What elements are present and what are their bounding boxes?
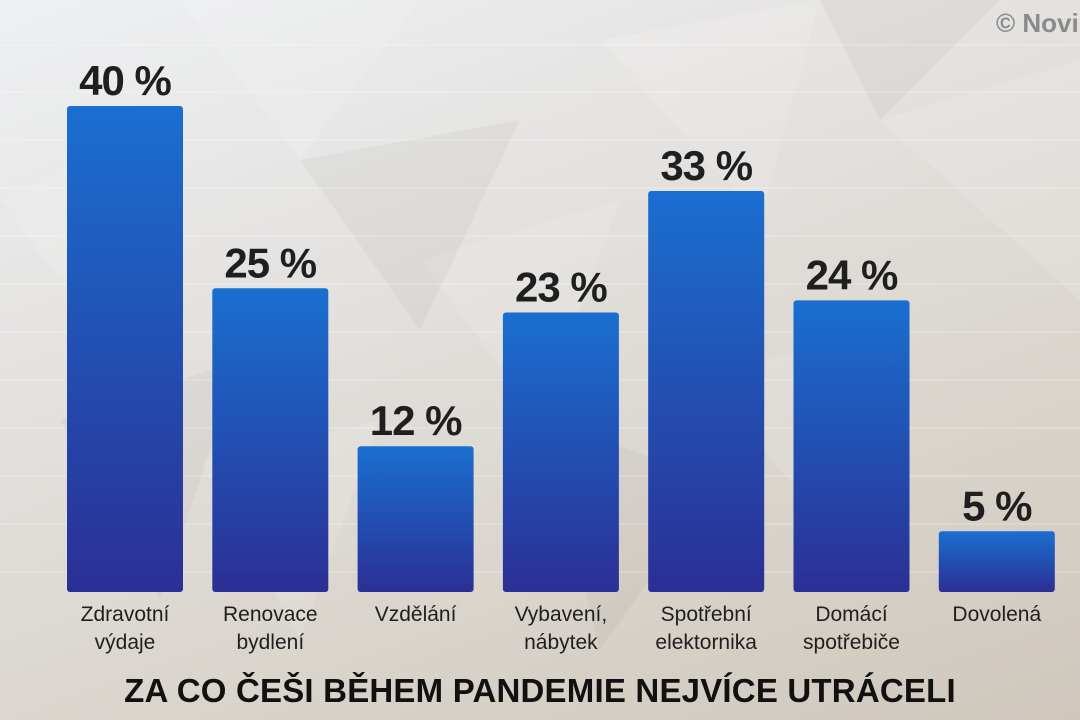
category-label-line: Dovolená <box>952 603 1041 626</box>
bar <box>938 531 1055 592</box>
category-label: Renovace bydlení <box>223 603 318 654</box>
category-label: Domácí spotřebiče <box>803 603 900 654</box>
category-label: Vzdělání <box>375 603 457 626</box>
bar-value-label: 12 % <box>370 397 462 444</box>
bar-value-label: 23 % <box>515 264 607 311</box>
bar-value-label: 24 % <box>806 251 898 298</box>
category-label-line: Vzdělání <box>375 603 457 626</box>
category-label-line: Zdravotní <box>81 603 170 626</box>
category-labels-layer: Zdravotní výdaje Renovace bydlení Vzdělání Vy… <box>81 603 1042 654</box>
category-label: Dovolená <box>952 603 1041 626</box>
bar-value-label: 40 % <box>79 57 171 104</box>
category-label-line: Renovace <box>223 603 318 626</box>
value-labels-layer: 40 % 25 % 12 % 23 % 33 % 24 % 5 % <box>79 57 1033 529</box>
category-label-line: Domácí <box>815 603 888 626</box>
category-label: Zdravotní výdaje <box>81 603 170 654</box>
bar <box>212 288 329 592</box>
bar <box>648 191 765 593</box>
category-label-line: elektornika <box>655 631 757 654</box>
category-label: Vybavení, nábytek <box>515 603 608 654</box>
bar-value-label: 33 % <box>660 142 752 189</box>
category-label-line: výdaje <box>95 631 156 654</box>
bar-value-label: 5 % <box>962 482 1032 529</box>
category-label-line: Vybavení, <box>515 603 608 626</box>
bar <box>502 312 619 592</box>
bar <box>357 446 474 592</box>
bar <box>793 300 910 592</box>
bar <box>67 106 183 592</box>
chart-title: ZA CO ČEŠI BĚHEM PANDEMIE NEJVÍCE UTRÁCE… <box>124 672 956 709</box>
category-label: Spotřební elektornika <box>655 603 757 654</box>
category-label-line: spotřebiče <box>803 631 900 654</box>
category-label-line: bydlení <box>236 631 304 654</box>
category-label-line: nábytek <box>524 631 598 654</box>
bar-value-label: 25 % <box>224 239 316 286</box>
copyright-label: © Novi <box>996 8 1079 38</box>
bars-layer <box>67 106 1055 593</box>
category-label-line: Spotřební <box>661 603 752 626</box>
